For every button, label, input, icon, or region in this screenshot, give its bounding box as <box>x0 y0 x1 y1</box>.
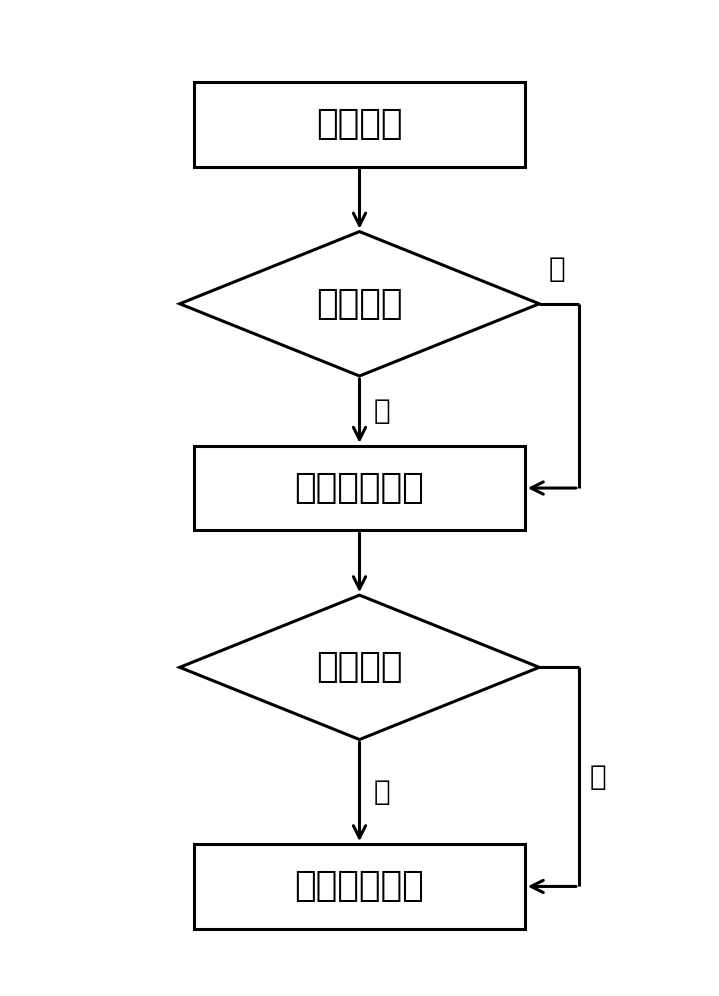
Text: 否: 否 <box>549 255 566 283</box>
Polygon shape <box>180 595 539 739</box>
Text: 检测气体流量: 检测气体流量 <box>295 471 424 505</box>
Text: 是: 是 <box>374 778 390 806</box>
Text: 反应开始: 反应开始 <box>316 108 403 141</box>
Text: 返回相应阶段: 返回相应阶段 <box>295 870 424 903</box>
Bar <box>194 844 525 928</box>
Text: 否: 否 <box>590 763 606 791</box>
Text: 温压恢复: 温压恢复 <box>316 650 403 684</box>
Bar <box>194 83 525 166</box>
Text: 是: 是 <box>374 396 390 425</box>
Text: 超温超压: 超温超压 <box>316 287 403 321</box>
Polygon shape <box>180 232 539 376</box>
Bar <box>194 446 525 530</box>
